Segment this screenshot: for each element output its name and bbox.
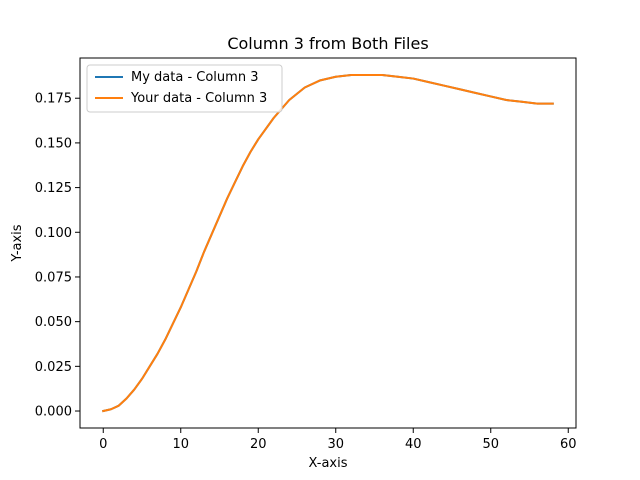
x-tick-label: 60 [560, 437, 577, 452]
y-tick-label: 0.175 [35, 92, 72, 107]
y-tick-label: 0.050 [35, 315, 72, 330]
x-tick-label: 20 [250, 437, 267, 452]
y-tick-label: 0.100 [35, 226, 72, 241]
x-axis-ticks: 0 10 20 30 40 50 60 [99, 428, 577, 452]
x-tick-label: 10 [172, 437, 189, 452]
x-axis-label: X-axis [309, 456, 348, 471]
x-tick-label: 40 [405, 437, 422, 452]
legend-box [86, 64, 283, 113]
y-tick-label: 0.125 [35, 181, 72, 196]
x-tick-label: 50 [482, 437, 499, 452]
y-axis-ticks: 0.000 0.025 0.050 0.075 0.100 0.125 0.150 0.175 [35, 92, 80, 420]
y-tick-label: 0.000 [35, 405, 72, 420]
plot-frame [79, 57, 577, 429]
x-tick-label: 30 [327, 437, 344, 452]
legend-label-my-data: My data - Column 3 [131, 70, 258, 85]
series-line-1 [102, 73, 554, 413]
y-axis-label: Y-axis [10, 224, 25, 262]
y-tick-label: 0.075 [35, 270, 72, 285]
series-layer [102, 73, 554, 413]
y-tick-label: 0.150 [35, 136, 72, 151]
legend: My data - Column 3 Your data - Column 3 [86, 64, 283, 113]
x-tick-label: 0 [99, 437, 107, 452]
legend-label-your-data: Your data - Column 3 [130, 91, 267, 106]
chart-title: Column 3 from Both Files [227, 34, 428, 53]
y-tick-label: 0.025 [35, 360, 72, 375]
